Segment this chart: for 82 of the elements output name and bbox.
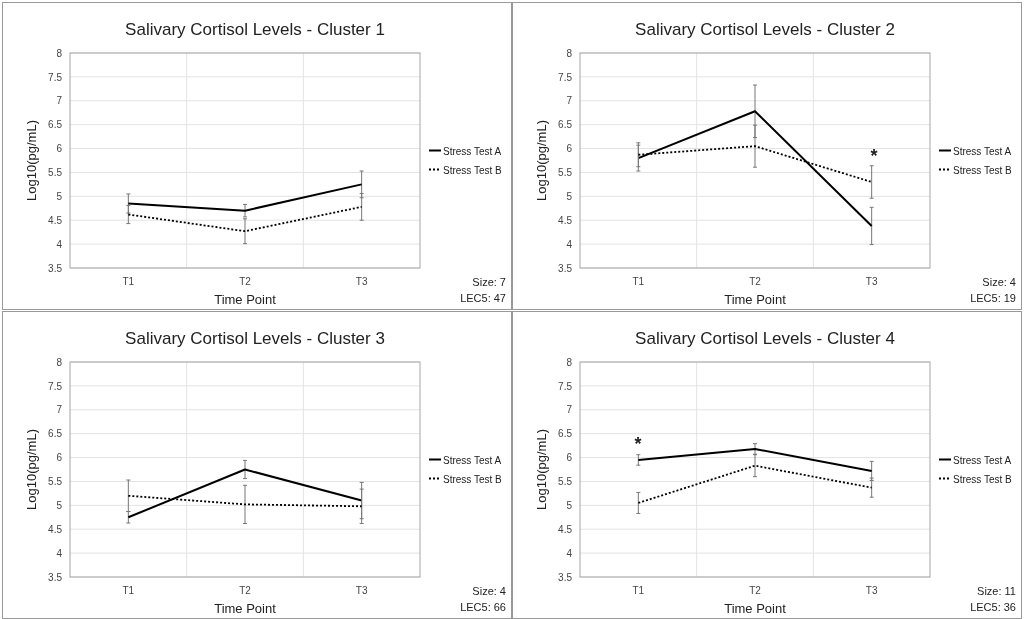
y-tick-label: 5.5 [48,476,63,488]
y-tick-label: 5.5 [48,167,63,179]
y-tick-label: 5 [56,191,63,203]
y-tick-label: 7.5 [48,71,63,83]
y-tick-label: 5.5 [558,476,573,488]
y-tick-label: 6.5 [558,428,573,440]
text: Size: 11 [977,585,1016,597]
x-tick-label: T2 [239,276,252,288]
y-tick-label: 4.5 [558,214,573,226]
legend-label: Stress Test B [953,473,1013,485]
y-tick-label: 8 [566,356,573,368]
y-tick-label: 6.5 [48,119,63,131]
legend-label: Stress Test A [953,145,1012,157]
y-tick-label: 5 [56,500,63,512]
x-tick-label: T3 [865,276,878,288]
y-tick-label: 4.5 [558,523,573,535]
x-tick-label: T1 [122,276,135,288]
y-tick-label: 7 [566,95,573,107]
x-tick-label: T3 [355,276,368,288]
y-tick-label: 8 [56,356,63,368]
y-tick-label: 6 [56,143,63,155]
y-tick-label: 5 [566,191,573,203]
x-tick-label: T3 [355,585,368,597]
legend-label: Stress Test A [953,454,1012,466]
y-tick-label: 8 [566,47,573,59]
legend-label: Stress Test A [443,145,502,157]
x-tick-label: T1 [122,585,135,597]
y-tick-label: 4 [566,238,573,250]
y-tick-label: 8 [56,47,63,59]
chart-title: Salivary Cortisol Levels - Cluster 3 [125,329,385,348]
y-tick-label: 7 [566,404,573,416]
y-tick-label: 5 [566,500,573,512]
chart-title: Salivary Cortisol Levels - Cluster 4 [635,329,895,348]
y-tick-label: 3.5 [558,571,573,583]
y-axis-title: Log10(pg/mL) [24,429,39,510]
x-axis-title: Time Point [724,292,787,307]
y-tick-label: 7.5 [48,380,63,392]
y-tick-label: 7 [56,404,63,416]
y-tick-label: 7.5 [558,380,573,392]
legend-label: Stress Test B [953,164,1013,176]
y-tick-label: 6.5 [48,428,63,440]
y-axis-title: Log10(pg/mL) [534,429,549,510]
annotation: * [870,146,878,166]
y-tick-label: 4 [566,547,573,559]
y-tick-label: 4 [56,238,63,250]
chart-title: Salivary Cortisol Levels - Cluster 2 [635,20,895,39]
y-axis-title: Log10(pg/mL) [534,120,549,201]
text: LEC5: 19 [970,292,1016,304]
chart-title: Salivary Cortisol Levels - Cluster 1 [125,20,385,39]
y-tick-label: 6 [56,452,63,464]
text: Size: 4 [982,276,1016,288]
x-tick-label: T2 [749,585,762,597]
legend-label: Stress Test A [443,454,502,466]
legend-label: Stress Test B [443,164,503,176]
y-axis-title: Log10(pg/mL) [24,120,39,201]
text: LEC5: 36 [970,601,1016,613]
text: Size: 4 [472,585,506,597]
legend-label: Stress Test B [443,473,503,485]
y-tick-label: 6 [566,452,573,464]
x-tick-label: T1 [632,276,645,288]
x-axis-title: Time Point [724,601,787,616]
y-tick-label: 4 [56,547,63,559]
y-tick-label: 7 [56,95,63,107]
y-tick-label: 4.5 [48,214,63,226]
annotation: * [634,434,642,454]
x-tick-label: T2 [239,585,252,597]
x-axis-title: Time Point [214,292,277,307]
y-tick-label: 7.5 [558,71,573,83]
text: Size: 7 [472,276,506,288]
y-tick-label: 3.5 [48,571,63,583]
y-tick-label: 3.5 [48,262,63,274]
y-tick-label: 3.5 [558,262,573,274]
x-tick-label: T3 [865,585,878,597]
text: LEC5: 66 [460,601,506,613]
y-tick-label: 6 [566,143,573,155]
y-tick-label: 4.5 [48,523,63,535]
text: LEC5: 47 [460,292,506,304]
x-tick-label: T1 [632,585,645,597]
y-tick-label: 6.5 [558,119,573,131]
y-tick-label: 5.5 [558,167,573,179]
x-tick-label: T2 [749,276,762,288]
x-axis-title: Time Point [214,601,277,616]
